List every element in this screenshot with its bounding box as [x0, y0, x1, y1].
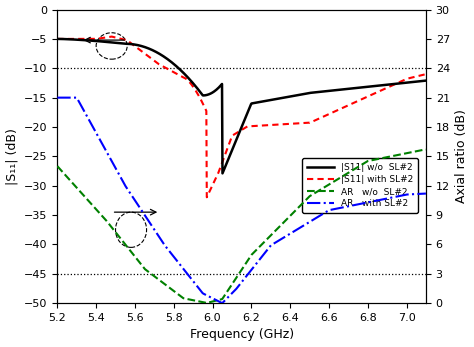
|S11| with SL#2 [109, 34, 115, 39]
|S11| w/o  SL#2 [269, 98, 275, 102]
|S11| w/o  SL#2 [219, 171, 225, 176]
AR   with SL#2 [423, 192, 429, 196]
|S11| w/o  SL#2 [335, 88, 340, 92]
Legend: |S11| w/o  SL#2, |S11| with SL#2, AR   w/o  SL#2, AR   with SL#2: |S11| w/o SL#2, |S11| with SL#2, AR w/o … [302, 159, 418, 213]
AR   with SL#2 [279, 237, 284, 241]
AR   with SL#2 [269, 243, 275, 247]
|S11| with SL#2 [290, 121, 296, 126]
AR   with SL#2 [77, 101, 83, 105]
|S11| w/o  SL#2 [55, 37, 60, 41]
|S11| w/o  SL#2 [373, 84, 378, 88]
|S11| with SL#2 [55, 37, 60, 41]
X-axis label: Frequency (GHz): Frequency (GHz) [190, 329, 294, 341]
|S11| w/o  SL#2 [279, 96, 284, 100]
AR   with SL#2 [219, 301, 225, 305]
AR   w/o  SL#2 [55, 164, 60, 168]
|S11| w/o  SL#2 [77, 38, 83, 42]
AR   w/o  SL#2 [290, 211, 295, 215]
|S11| with SL#2 [269, 123, 275, 127]
AR   w/o  SL#2 [373, 158, 378, 162]
|S11| with SL#2 [335, 108, 341, 112]
Line: |S11| w/o  SL#2: |S11| w/o SL#2 [57, 39, 426, 174]
Y-axis label: Axial ratio (dB): Axial ratio (dB) [456, 109, 468, 203]
AR   with SL#2 [335, 206, 340, 211]
AR   with SL#2 [373, 199, 378, 203]
|S11| with SL#2 [77, 37, 83, 41]
AR   w/o  SL#2 [279, 222, 284, 227]
AR   w/o  SL#2 [77, 189, 83, 193]
Line: |S11| with SL#2: |S11| with SL#2 [57, 36, 426, 197]
AR   w/o  SL#2 [335, 177, 340, 181]
|S11| with SL#2 [279, 122, 285, 126]
AR   with SL#2 [55, 95, 60, 100]
|S11| w/o  SL#2 [290, 94, 295, 98]
AR   w/o  SL#2 [204, 301, 210, 305]
AR   w/o  SL#2 [269, 232, 275, 236]
AR   w/o  SL#2 [423, 147, 429, 152]
AR   with SL#2 [290, 230, 295, 234]
Line: AR   with SL#2: AR with SL#2 [57, 98, 426, 303]
AR   w/o  SL#2 [423, 147, 428, 152]
|S11| w/o  SL#2 [423, 78, 429, 83]
|S11| with SL#2 [423, 72, 429, 76]
|S11| with SL#2 [204, 195, 210, 200]
Line: AR   w/o  SL#2: AR w/o SL#2 [57, 150, 426, 303]
Y-axis label: |S₁₁| (dB): |S₁₁| (dB) [6, 128, 18, 185]
|S11| with SL#2 [373, 91, 378, 95]
